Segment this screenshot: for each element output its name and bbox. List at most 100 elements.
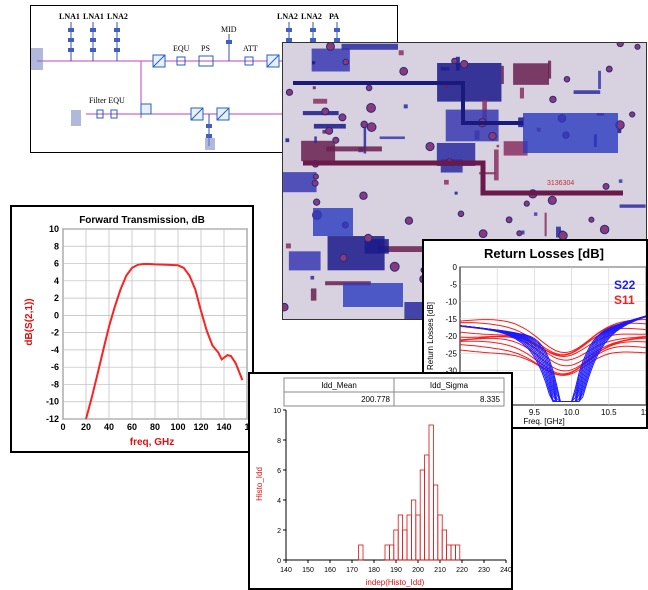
hist-bar xyxy=(358,544,364,561)
layout-via xyxy=(523,200,530,207)
hist-xtick-label: 140 xyxy=(280,567,292,574)
layout-via xyxy=(366,103,376,113)
layout-via xyxy=(488,131,497,141)
stat-header-mean: Idd_Mean xyxy=(321,381,357,390)
layout-rf-line xyxy=(293,81,523,125)
stat-value-mean: 200.778 xyxy=(361,395,390,404)
layout-trace xyxy=(617,129,622,134)
hist-bar xyxy=(446,544,452,561)
fwd-xtick-label: 80 xyxy=(150,422,160,432)
layout-via xyxy=(478,229,488,238)
layout-via xyxy=(634,43,641,50)
layout-via xyxy=(285,88,294,96)
forward-transmission-panel: Forward Transmission, dB 0 20 40 60 80 100 120… xyxy=(10,205,254,453)
fwd-ytick-label: 2 xyxy=(54,293,59,303)
forward-transmission-chart: Forward Transmission, dB 0 20 40 60 80 100 120… xyxy=(24,215,250,448)
layout-via xyxy=(425,141,435,152)
chip-label: 3136304 xyxy=(547,180,574,187)
hist-bar xyxy=(441,529,447,561)
fwd-ytick-label: -8 xyxy=(51,379,59,389)
layout-via xyxy=(451,57,458,65)
layout-via xyxy=(360,120,368,129)
hist-xtick-label: 170 xyxy=(346,567,358,574)
fwd-ytick-label: 8 xyxy=(54,241,59,251)
rl-xlabel: Freq. [GHz] xyxy=(523,417,564,426)
layout-trace xyxy=(312,86,316,90)
hist-bar xyxy=(432,484,439,561)
hist-bar xyxy=(415,514,421,561)
layout-via xyxy=(563,75,571,83)
layout-trace xyxy=(494,149,499,181)
schem-label-lna2-c: LNA2 xyxy=(301,12,322,21)
layout-via xyxy=(366,122,377,132)
layout-block xyxy=(523,113,618,153)
rl-title: Return Losses [dB] xyxy=(484,246,604,261)
hist-ytick-label: 2 xyxy=(277,528,281,535)
layout-via xyxy=(629,111,636,118)
rl-ytick-label: -30 xyxy=(445,367,457,376)
layout-trace xyxy=(310,275,315,280)
schem-label-filter-equ: Filter EQU xyxy=(89,96,125,105)
fwd-ytick-label: -4 xyxy=(51,345,59,355)
rl-s11-curve xyxy=(459,336,646,367)
layout-block xyxy=(343,283,403,307)
hist-xtick-label: 240 xyxy=(500,567,511,574)
layout-via xyxy=(599,224,610,235)
layout-via xyxy=(338,113,347,122)
fwd-xtick-label: 60 xyxy=(127,422,137,432)
fwd-xtick-label: 20 xyxy=(81,422,91,432)
layout-trace xyxy=(312,61,316,65)
layout-via xyxy=(549,95,557,104)
rl-s11-curve xyxy=(459,319,646,354)
schem-label-lna1-b: LNA1 xyxy=(83,12,104,21)
hist-xtick-label: 220 xyxy=(456,567,468,574)
layout-via xyxy=(363,233,373,243)
fwd-ytick-label: -12 xyxy=(46,414,59,424)
layout-via xyxy=(339,253,348,263)
layout-via xyxy=(588,216,595,223)
layout-via xyxy=(602,182,610,190)
layout-via xyxy=(325,126,334,135)
hist-bar xyxy=(437,514,443,561)
fwd-ytick-label: 10 xyxy=(49,224,59,234)
layout-trace xyxy=(573,90,601,94)
layout-trace xyxy=(544,212,547,237)
layout-trace xyxy=(619,204,646,208)
rl-s11-curve xyxy=(459,331,646,358)
hist-xtick-label: 150 xyxy=(302,567,314,574)
rl-ylabel: Return Losses [dB] xyxy=(426,302,435,370)
layout-trace xyxy=(288,251,321,271)
layout-trace xyxy=(496,144,500,148)
layout-via xyxy=(365,84,373,92)
layout-via xyxy=(605,65,613,73)
rl-xtick-label: 11. xyxy=(641,408,646,417)
layout-via xyxy=(311,179,319,187)
layout-via xyxy=(359,191,368,200)
layout-trace xyxy=(326,146,382,152)
layout-trace xyxy=(521,230,525,235)
layout-trace xyxy=(513,63,550,85)
layout-trace xyxy=(598,70,601,89)
hist-bar xyxy=(410,499,417,561)
hist-ytick-label: 10 xyxy=(273,408,281,415)
hist-bar xyxy=(450,544,456,561)
hist-ytick-label: 6 xyxy=(277,468,281,475)
fwd-xtick-label: 40 xyxy=(104,422,114,432)
layout-trace xyxy=(403,104,408,109)
rl-xtick-label: 9.5 xyxy=(529,408,541,417)
fwd-ytick-label: 0 xyxy=(54,310,59,320)
rl-legend-s22: S22 xyxy=(614,278,636,292)
hist-bar xyxy=(393,529,399,561)
fwd-ytick-label: 6 xyxy=(54,259,59,269)
rl-ytick-label: -10 xyxy=(445,298,457,307)
rl-ytick-label: -20 xyxy=(445,332,457,341)
layout-trace xyxy=(501,65,504,85)
hist-xtick-label: 180 xyxy=(368,567,380,574)
hist-bar xyxy=(424,454,430,561)
schem-label-lna2-b: LNA2 xyxy=(277,12,298,21)
layout-trace xyxy=(285,138,290,143)
fwd-ytick-label: -2 xyxy=(51,328,59,338)
schem-label-equ: EQU xyxy=(173,44,190,53)
rl-ytick-label: 0 xyxy=(453,263,458,272)
rl-s22-curve xyxy=(459,316,646,402)
